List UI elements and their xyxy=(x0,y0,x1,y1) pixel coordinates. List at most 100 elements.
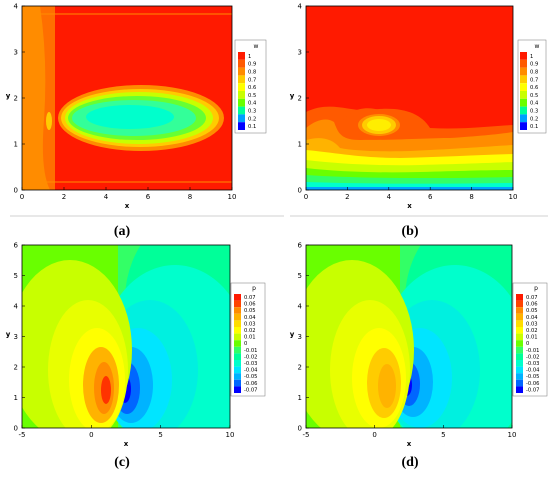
legend-swatch xyxy=(238,114,245,123)
legend-level-label: -0.06 xyxy=(244,381,257,387)
x-axis-label: x xyxy=(124,440,129,448)
legend-swatch xyxy=(238,98,245,107)
x-tick-label: 2 xyxy=(345,193,349,201)
legend-level-label: 0.01 xyxy=(244,335,256,341)
y-tick-label: 5 xyxy=(14,272,18,280)
legend-level-label: 0.7 xyxy=(248,77,256,83)
legend-swatch xyxy=(234,307,241,314)
legend-level-label: -0.04 xyxy=(526,368,540,374)
legend-swatch xyxy=(520,59,527,68)
legend-swatch xyxy=(516,366,523,374)
legend-level-label: 0.3 xyxy=(248,108,256,114)
legend-level-label: 0.07 xyxy=(244,295,256,301)
legend-swatch xyxy=(238,52,245,60)
y-tick-label: 5 xyxy=(298,272,302,280)
legend-level-label: 0.02 xyxy=(244,328,256,334)
legend-swatch xyxy=(234,340,241,347)
panel-c-caption: (c) xyxy=(114,455,130,470)
x-tick-label: 2 xyxy=(62,193,66,201)
y-tick-label: 2 xyxy=(298,364,302,372)
legend-swatch xyxy=(234,353,241,360)
legend-swatch xyxy=(234,294,241,301)
y-tick-label: 2 xyxy=(14,364,18,372)
y-tick-label: 0 xyxy=(298,187,302,195)
y-tick-label: 0 xyxy=(298,425,302,433)
x-tick-label: 6 xyxy=(428,193,433,201)
legend-swatch xyxy=(234,366,241,374)
legend-level-label: 0.2 xyxy=(248,116,256,122)
legend-level-label: 0.1 xyxy=(248,124,256,130)
legend-swatches: 1 0.90.8 0.7 0.6 0.5 0.40.3 0.2 0.1 xyxy=(238,52,257,130)
x-tick-label: 0 xyxy=(372,431,376,439)
legend-level-label: 0.8 xyxy=(530,69,538,75)
x-axis-label: x xyxy=(125,202,130,210)
legend-level-label: 0.4 xyxy=(530,101,539,107)
legend-level-label: -0.02 xyxy=(244,354,257,360)
panel-c-legend: p 0.070.060.050.040.030.020.010-0.01-0.0… xyxy=(230,282,266,397)
legend-swatch xyxy=(516,300,523,308)
x-tick-label: -5 xyxy=(19,431,26,439)
x-tick-label: 0 xyxy=(304,193,308,201)
y-tick-label: 2 xyxy=(298,95,302,103)
legend-level-label: 0.04 xyxy=(526,315,538,321)
legend-level-label: 0.02 xyxy=(526,328,538,334)
legend-swatch xyxy=(238,83,245,91)
y-tick-label: 6 xyxy=(14,242,19,250)
legend-level-label: 0.07 xyxy=(526,295,538,301)
x-tick-label: 0 xyxy=(20,193,24,201)
legend-level-label: 0.9 xyxy=(248,62,256,68)
y-axis-label: y xyxy=(290,331,295,339)
legend-swatch xyxy=(238,75,245,84)
legend-level-label: -0.02 xyxy=(526,354,539,360)
legend-level-label: -0.04 xyxy=(244,368,258,374)
vortex-core xyxy=(86,105,174,129)
legend-swatch xyxy=(234,333,241,341)
panel-a-legend: w 1 0.90.8 0.7 0.6 0.5 0.40.3 0.2 0.1 xyxy=(234,39,267,134)
legend-swatch xyxy=(238,106,245,115)
legend-level-label: 0.05 xyxy=(526,308,538,314)
legend-swatch xyxy=(234,346,241,354)
panel-b-caption: (b) xyxy=(401,224,418,239)
panel-a: 0 2 4 6 8 10 0 1 2 3 4 x y w 1 0.90.8 0.7 0.6 0.5 0.40.3 0… xyxy=(6,3,267,239)
legend-level-label: 1 xyxy=(530,54,533,60)
x-tick-label: -5 xyxy=(303,431,310,439)
panel-c-contour-field xyxy=(22,245,230,428)
x-tick-label: 4 xyxy=(104,193,109,201)
x-tick-label: 8 xyxy=(188,193,192,201)
legend-level-label: 0.6 xyxy=(530,85,538,91)
y-tick-label: 2 xyxy=(14,95,18,103)
x-axis-label: x xyxy=(407,202,412,210)
legend-swatch xyxy=(516,294,523,301)
x-tick-label: 10 xyxy=(508,431,517,439)
y-axis-label: y xyxy=(6,92,11,100)
legend-level-label: 0.03 xyxy=(526,321,538,327)
legend-swatch xyxy=(516,360,523,367)
legend-swatch xyxy=(516,320,523,327)
legend-level-label: -0.07 xyxy=(526,387,539,393)
legend-level-label: -0.06 xyxy=(526,381,539,387)
y-tick-label: 3 xyxy=(14,49,18,57)
inflow-core xyxy=(22,6,50,190)
x-tick-label: 5 xyxy=(441,431,445,439)
y-tick-label: 1 xyxy=(298,141,302,149)
legend-swatch xyxy=(520,106,527,115)
y-tick-label: 4 xyxy=(14,303,19,311)
panel-d-legend: p 0.070.060.050.040.030.020.010-0.01-0.0… xyxy=(512,282,548,397)
legend-swatch xyxy=(520,67,527,76)
panel-b-contour-field xyxy=(306,6,513,190)
legend-swatch xyxy=(234,320,241,327)
x-tick-label: 8 xyxy=(469,193,473,201)
legend-level-label: -0.07 xyxy=(244,387,257,393)
legend-level-label: 0.3 xyxy=(530,108,538,114)
legend-level-label: 0 xyxy=(526,341,529,347)
panel-b-axes: 0 2 4 6 8 10 0 1 2 3 4 x y xyxy=(290,3,518,211)
legend-level-label: 0.8 xyxy=(248,69,256,75)
x-tick-label: 4 xyxy=(387,193,392,201)
legend-title: p xyxy=(252,285,256,292)
x-tick-label: 10 xyxy=(228,193,237,201)
y-axis-label: y xyxy=(6,331,11,339)
